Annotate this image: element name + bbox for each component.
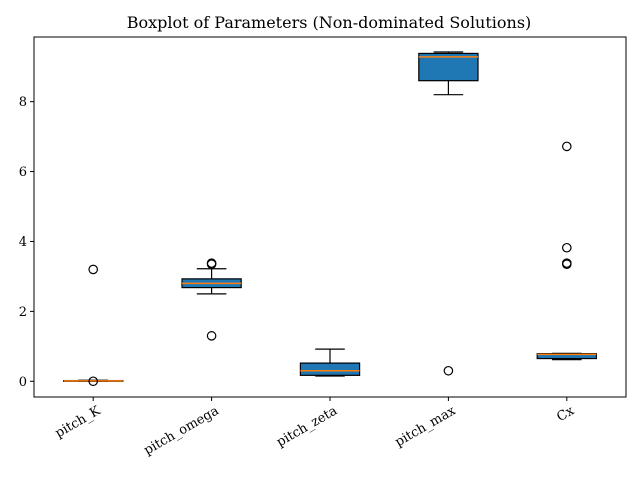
y-tick-label: 4 — [19, 235, 27, 250]
axes-frame — [33, 36, 627, 398]
box-pitch_zeta — [299, 362, 361, 376]
outlier-point — [561, 242, 572, 253]
x-tick-label-pitch_K: pitch_K — [53, 403, 104, 441]
outlier-point — [443, 365, 454, 376]
y-tick-label: 8 — [19, 95, 27, 110]
box-pitch_max — [418, 52, 479, 82]
y-tick-label: 0 — [19, 375, 27, 390]
outlier-point — [206, 331, 217, 341]
chart-title: Boxplot of Parameters (Non-dominated Sol… — [127, 13, 532, 32]
outlier-point — [561, 141, 572, 152]
x-tick-label-Cx: Cx — [554, 403, 577, 425]
outlier-point — [561, 259, 572, 269]
outlier-point — [206, 258, 217, 268]
x-tick-label-pitch_omega: pitch_omega — [142, 403, 222, 458]
y-tick-label: 6 — [19, 165, 27, 180]
x-tick-label-pitch_zeta: pitch_zeta — [274, 403, 340, 450]
y-tick-label: 2 — [19, 305, 27, 320]
outlier-point — [88, 376, 98, 387]
x-tick-label-pitch_max: pitch_max — [393, 403, 459, 450]
outlier-point — [88, 264, 98, 275]
